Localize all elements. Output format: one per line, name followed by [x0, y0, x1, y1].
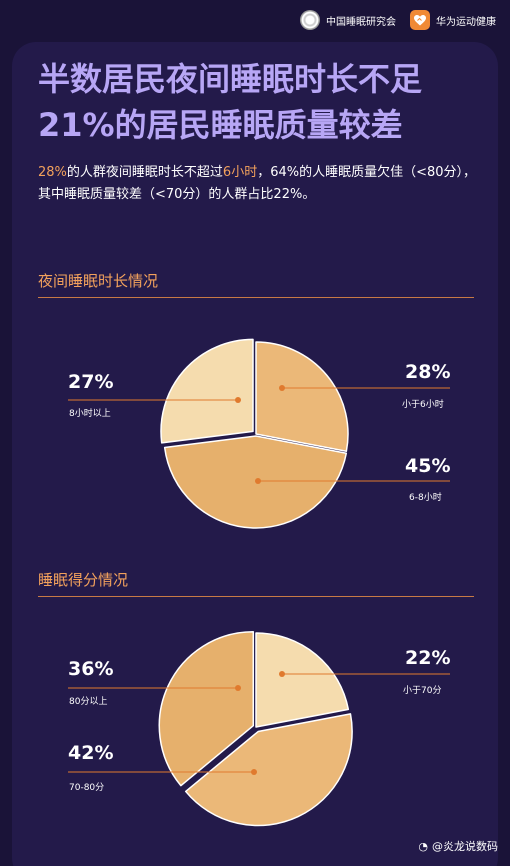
watermark: ◔ @炎龙说数码 [418, 838, 498, 854]
slice-value-label: 22% [405, 647, 451, 669]
intro-highlight-6h: 6小时 [222, 165, 258, 180]
slice-category-label: 8小时以上 [69, 409, 111, 419]
weibo-icon: ◔ [418, 839, 428, 853]
slice-value-label: 36% [68, 658, 114, 680]
slice-category-label: 6-8小时 [409, 493, 442, 503]
brand-right-label: 华为运动健康 [436, 16, 496, 28]
slice-category-label: 80分以上 [69, 697, 108, 707]
section-divider [38, 297, 474, 298]
section-title-sleep-duration: 夜间睡眠时长情况 [38, 272, 159, 290]
watermark-text: @炎龙说数码 [432, 840, 498, 853]
pie-slice [160, 338, 254, 444]
sleep-society-logo-icon [300, 10, 320, 30]
heart-logo-icon [410, 10, 430, 30]
intro-highlight-28: 28% [38, 165, 67, 180]
slice-value-label: 42% [68, 742, 114, 764]
intro-paragraph: 28%的人群夜间睡眠时长不超过6小时，64%的人睡眠质量欠佳（<80分），其中睡… [38, 162, 488, 206]
section-divider [38, 596, 474, 597]
leader-dot [235, 685, 241, 691]
slice-value-label: 27% [68, 371, 114, 393]
slice-category-label: 70-80分 [69, 783, 105, 793]
pie-slice [158, 630, 255, 787]
intro-text-1: 的人群夜间睡眠时长不超过 [66, 165, 223, 180]
brand-left-label: 中国睡眠研究会 [326, 16, 396, 28]
leader-dot [279, 385, 285, 391]
slice-value-label: 45% [405, 455, 451, 477]
slice-category-label: 小于70分 [403, 686, 442, 696]
slice-category-label: 小于6小时 [402, 400, 444, 410]
section-title-sleep-score: 睡眠得分情况 [38, 571, 129, 589]
leader-dot [251, 769, 257, 775]
headline-line-1: 半数居民夜间睡眠时长不足 [38, 60, 423, 98]
leader-dot [255, 478, 261, 484]
intro-text-2: ，64%的人睡眠质量欠佳（<80分），其中睡眠质量较差（<70分）的人群占比22… [38, 165, 477, 202]
leader-dot [279, 671, 285, 677]
page-title: 半数居民夜间睡眠时长不足 21%的居民睡眠质量较差 [38, 56, 478, 148]
pie-slice [255, 341, 349, 452]
headline-line-2: 21%的居民睡眠质量较差 [38, 106, 403, 144]
brand-huawei-health: 华为运动健康 [410, 10, 496, 30]
brand-sleep-research: 中国睡眠研究会 [300, 10, 396, 30]
pie-slice [184, 713, 353, 827]
slice-value-label: 28% [405, 361, 451, 383]
top-bar: 中国睡眠研究会 华为运动健康 [0, 0, 510, 40]
pie-slice [255, 632, 350, 728]
leader-dot [235, 397, 241, 403]
